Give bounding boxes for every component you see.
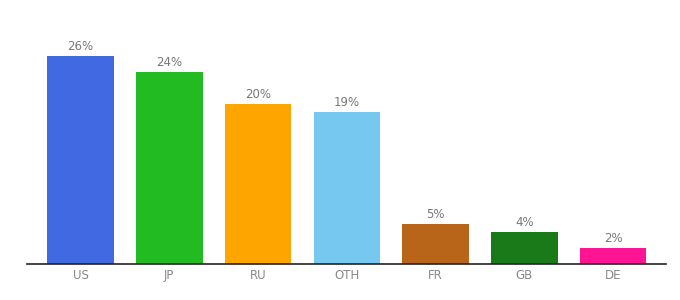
Bar bbox=[580, 248, 647, 264]
Bar bbox=[224, 104, 291, 264]
Text: 26%: 26% bbox=[67, 40, 94, 53]
Text: 5%: 5% bbox=[426, 208, 445, 221]
Text: 24%: 24% bbox=[156, 56, 182, 69]
Bar bbox=[491, 232, 558, 264]
Bar bbox=[47, 56, 114, 264]
Text: 4%: 4% bbox=[515, 216, 534, 229]
Text: 19%: 19% bbox=[334, 96, 360, 109]
Text: 20%: 20% bbox=[245, 88, 271, 101]
Bar bbox=[313, 112, 380, 264]
Bar bbox=[136, 72, 203, 264]
Text: 2%: 2% bbox=[604, 232, 622, 245]
Bar bbox=[403, 224, 469, 264]
